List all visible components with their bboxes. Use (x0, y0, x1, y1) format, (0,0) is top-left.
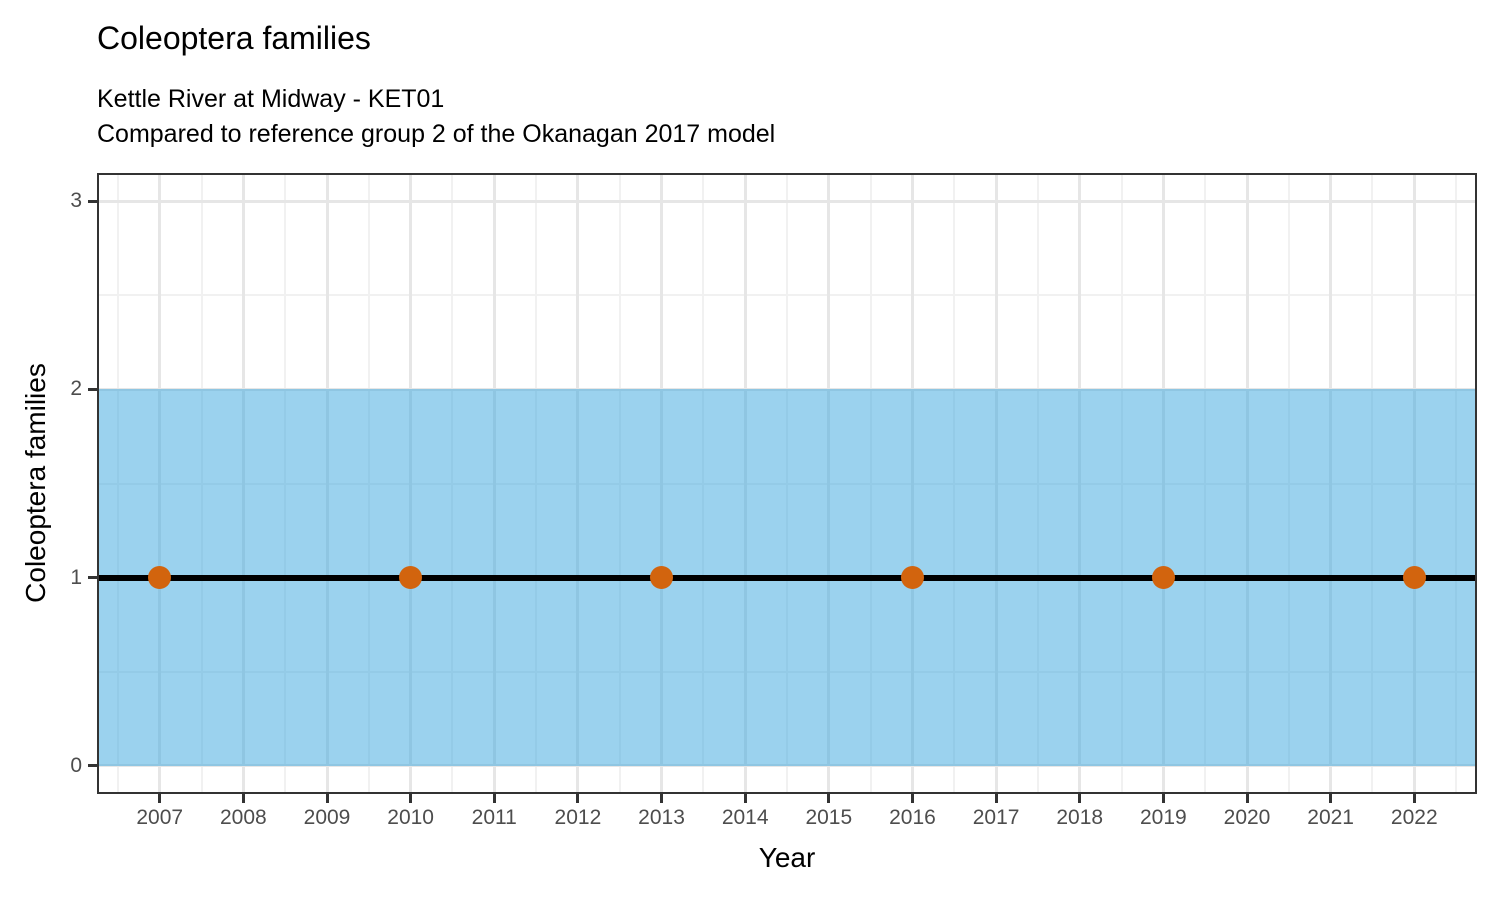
reference-line (97, 574, 1477, 581)
data-point (1151, 566, 1175, 590)
x-tick (1078, 794, 1082, 803)
y-tick (88, 387, 97, 391)
x-tick (1329, 794, 1333, 803)
x-tick (827, 794, 831, 803)
x-tick-label: 2012 (554, 806, 602, 829)
plot-subtitle: Kettle River at Midway - KET01 Compared … (97, 82, 775, 152)
x-tick (241, 794, 245, 803)
y-tick-label: 1 (70, 565, 82, 589)
data-point (900, 566, 924, 590)
x-tick (910, 794, 914, 803)
y-tick (88, 764, 97, 768)
x-tick (576, 794, 580, 803)
y-tick-label: 0 (70, 753, 82, 777)
y-tick-label: 2 (70, 377, 82, 401)
x-tick (660, 794, 664, 803)
x-tick (492, 794, 496, 803)
plot-subtitle-line-2: Compared to reference group 2 of the Oka… (97, 120, 776, 148)
x-tick-label: 2021 (1307, 806, 1354, 829)
y-gridline-major (97, 199, 1477, 203)
data-point (399, 566, 423, 590)
x-tick-label: 2007 (136, 806, 184, 829)
x-tick-label: 2008 (220, 806, 267, 829)
data-point (148, 566, 172, 590)
x-tick-label: 2018 (1056, 806, 1104, 829)
y-tick-label: 3 (70, 189, 82, 213)
x-tick (325, 794, 329, 803)
x-tick (743, 794, 747, 803)
x-tick-label: 2017 (972, 806, 1020, 829)
x-tick-label: 2014 (721, 806, 769, 829)
x-tick-label: 2010 (387, 806, 434, 829)
plot-subtitle-line-1: Kettle River at Midway - KET01 (97, 85, 445, 113)
data-point (1402, 566, 1426, 590)
x-tick-label: 2016 (889, 806, 936, 829)
x-tick (1161, 794, 1165, 803)
x-axis-title: Year (758, 842, 816, 873)
x-tick-label: 2020 (1223, 806, 1271, 829)
x-tick (1245, 794, 1249, 803)
plot-title: Coleoptera families (97, 20, 371, 56)
x-tick (409, 794, 413, 803)
x-tick-label: 2011 (471, 806, 517, 829)
y-axis-title: Coleoptera families (20, 363, 51, 603)
x-tick (1412, 794, 1416, 803)
y-gridline-minor (97, 294, 1477, 297)
x-tick-label: 2009 (303, 806, 351, 829)
data-point (650, 566, 674, 590)
x-tick-label: 2015 (805, 806, 853, 829)
x-tick-label: 2019 (1140, 806, 1187, 829)
x-tick-label: 2013 (638, 806, 685, 829)
y-tick (88, 199, 97, 203)
plot-panel (97, 173, 1477, 794)
x-tick-label: 2022 (1390, 806, 1438, 829)
x-tick (994, 794, 998, 803)
y-gridline-major (97, 764, 1477, 768)
x-tick (158, 794, 162, 803)
y-tick (88, 576, 97, 580)
